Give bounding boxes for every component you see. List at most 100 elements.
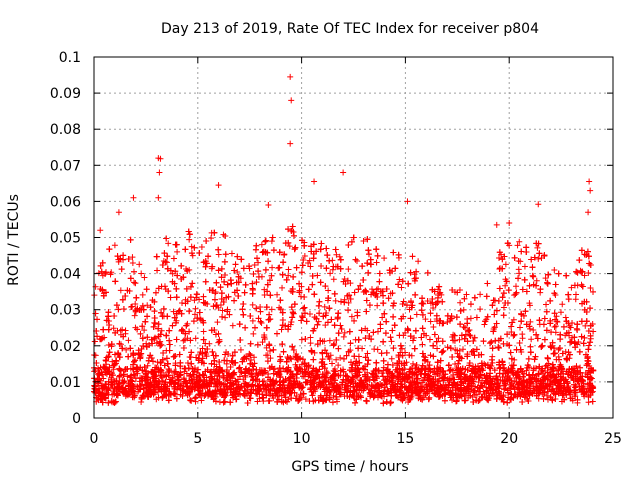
data-point — [578, 269, 585, 276]
data-point — [196, 351, 203, 358]
data-point — [123, 346, 130, 353]
data-point — [251, 354, 258, 361]
data-point — [333, 251, 340, 258]
data-point — [117, 287, 124, 294]
data-point — [125, 337, 132, 344]
data-point — [413, 311, 420, 318]
data-point — [105, 341, 112, 348]
data-point — [330, 392, 337, 399]
data-point — [206, 340, 213, 347]
data-point — [452, 346, 459, 353]
data-point — [220, 399, 227, 406]
data-point — [496, 254, 503, 261]
data-point — [559, 301, 566, 308]
data-point — [268, 238, 275, 245]
data-point — [130, 279, 137, 286]
data-point — [379, 314, 386, 321]
data-point — [353, 257, 360, 264]
data-point — [261, 292, 268, 299]
data-point — [325, 287, 332, 294]
data-point — [174, 248, 181, 255]
data-point — [119, 326, 126, 333]
grid-lines — [94, 57, 613, 418]
data-point — [333, 356, 340, 363]
data-point — [222, 272, 229, 279]
data-point — [141, 274, 148, 281]
data-point — [109, 358, 116, 365]
data-point — [306, 310, 313, 317]
data-point — [94, 395, 101, 402]
data-point — [557, 309, 564, 316]
data-point — [388, 355, 395, 362]
data-point — [489, 359, 496, 366]
data-point — [269, 264, 276, 271]
data-point — [456, 336, 463, 343]
data-point — [191, 311, 198, 318]
data-point — [336, 253, 343, 260]
data-point — [183, 370, 190, 377]
data-point — [534, 244, 541, 251]
data-point — [477, 306, 484, 313]
data-point — [345, 266, 352, 273]
data-point — [348, 313, 355, 320]
data-point — [530, 327, 537, 334]
data-point — [457, 299, 464, 306]
data-point — [326, 337, 333, 344]
data-point — [456, 347, 463, 354]
data-point — [510, 332, 517, 339]
data-point — [240, 376, 247, 383]
data-point — [311, 349, 318, 356]
data-point — [337, 354, 344, 361]
data-point — [267, 355, 274, 362]
data-point — [330, 276, 337, 283]
data-point — [110, 325, 117, 332]
data-point — [568, 284, 575, 291]
data-point — [467, 315, 474, 322]
data-point — [427, 318, 434, 325]
data-point — [116, 372, 123, 379]
data-point — [229, 322, 236, 329]
data-point — [321, 303, 328, 310]
data-point — [298, 336, 305, 343]
data-point — [459, 346, 466, 353]
data-point — [516, 270, 523, 277]
data-point — [410, 360, 417, 367]
data-point — [329, 266, 336, 273]
data-point — [335, 372, 342, 379]
data-point — [435, 286, 442, 293]
data-point — [191, 395, 198, 402]
data-point — [580, 380, 587, 387]
data-point — [383, 367, 390, 374]
data-point — [398, 360, 405, 367]
data-point — [343, 383, 350, 390]
data-point — [375, 285, 382, 292]
data-point — [115, 258, 122, 265]
data-point — [552, 323, 559, 330]
data-point — [430, 324, 437, 331]
data-point — [222, 314, 229, 321]
data-point — [158, 327, 165, 334]
data-point — [462, 324, 469, 331]
data-point — [369, 286, 376, 293]
data-point — [435, 335, 442, 342]
data-point — [132, 301, 139, 308]
data-point — [188, 243, 195, 250]
chart-title: Day 213 of 2019, Rate Of TEC Index for r… — [161, 21, 539, 37]
data-point — [402, 329, 409, 336]
data-point — [585, 342, 592, 349]
data-point — [422, 316, 429, 323]
data-point — [582, 322, 589, 329]
data-point — [322, 322, 329, 329]
data-point — [307, 340, 314, 347]
data-point — [364, 327, 371, 334]
data-point — [95, 270, 102, 277]
data-point — [502, 282, 509, 289]
data-point — [332, 297, 339, 304]
data-point — [411, 334, 418, 341]
data-point — [477, 291, 484, 298]
data-point — [228, 250, 235, 257]
data-point — [388, 338, 395, 345]
data-point — [514, 242, 521, 249]
data-point — [533, 277, 540, 284]
data-point — [307, 334, 314, 341]
